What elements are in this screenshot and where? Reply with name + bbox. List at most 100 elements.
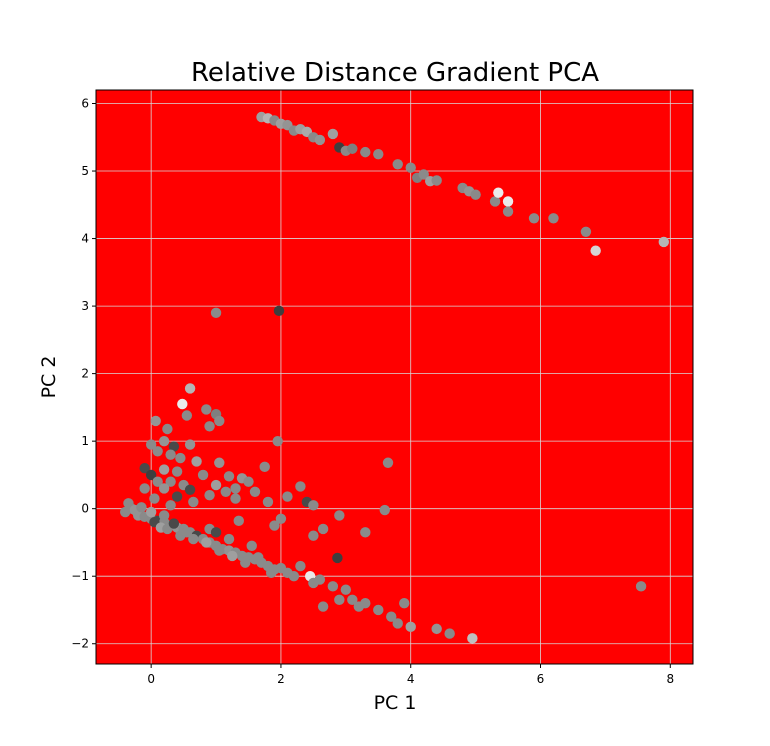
scatter-point [382, 457, 394, 468]
chart-title: Relative Distance Gradient PCA [191, 58, 599, 88]
y-tick-label: 0 [81, 502, 89, 516]
scatter-point [418, 169, 429, 180]
scatter-point [295, 560, 306, 572]
y-tick-label: 6 [81, 97, 89, 111]
x-tick-label: 2 [277, 672, 285, 686]
scatter-point [204, 489, 215, 501]
scatter-point [233, 515, 244, 527]
scatter-point [139, 462, 150, 474]
scatter-point [120, 506, 131, 518]
scatter-point [590, 245, 601, 256]
scatter-point [145, 506, 157, 518]
y-axis-label: PC 2 [38, 356, 60, 399]
scatter-point [347, 143, 358, 154]
scatter-point [184, 484, 196, 495]
scatter-point [139, 483, 150, 494]
scatter-point [223, 471, 235, 482]
scatter-point [405, 162, 416, 173]
scatter-point [332, 552, 343, 564]
scatter-point [308, 530, 319, 541]
scatter-point [188, 496, 199, 508]
scatter-point [489, 196, 501, 207]
scatter-point [201, 404, 212, 415]
plot-frame [95, 89, 694, 665]
scatter-point [272, 435, 283, 447]
scatter-point [181, 410, 193, 421]
scatter-point [175, 452, 186, 464]
scatter-point [184, 439, 196, 450]
scatter-point [266, 567, 277, 579]
scatter-point [360, 146, 371, 158]
scatter-point [295, 481, 306, 492]
scatter-point [269, 520, 280, 531]
scatter-point [249, 486, 261, 497]
y-tick-label: 5 [81, 164, 89, 178]
scatter-point [282, 491, 293, 502]
x-axis-ticks: 0 2 4 6 8 [147, 664, 674, 686]
scatter-point [327, 581, 339, 592]
scatter-point [373, 604, 384, 616]
scatter-point [162, 423, 173, 435]
scatter-point [314, 574, 326, 585]
scatter-point [334, 594, 345, 606]
x-tick-label: 4 [407, 672, 415, 686]
scatter-point [150, 415, 161, 427]
scatter-point [168, 441, 180, 452]
scatter-point [314, 134, 326, 146]
scatter-point [158, 483, 170, 494]
scatter-point [431, 175, 442, 186]
scatter-point [493, 187, 504, 198]
scatter-point [152, 476, 163, 487]
y-tick-label: 1 [81, 434, 89, 448]
scatter-point [399, 598, 410, 609]
scatter-point [152, 446, 163, 457]
scatter-point [243, 476, 254, 487]
scatter-point [201, 537, 212, 548]
scatter-point [273, 305, 285, 317]
scatter-point [210, 527, 222, 538]
y-tick-label: 3 [81, 299, 89, 313]
scatter-point [240, 557, 251, 568]
scatter-point [171, 466, 183, 477]
scatter-point [392, 618, 403, 629]
scatter-point [658, 236, 669, 248]
scatter-point [502, 196, 514, 207]
plot-background [96, 90, 693, 664]
scatter-point [204, 421, 215, 432]
scatter-point [317, 523, 329, 535]
scatter-point [210, 307, 222, 319]
scatter-point [262, 496, 274, 508]
scatter-point [246, 540, 257, 552]
scatter-point [353, 601, 365, 612]
scatter-point [165, 449, 176, 460]
scatter-point [214, 415, 225, 427]
scatter-point [181, 527, 193, 538]
scatter-point [580, 226, 592, 238]
scatter-point [275, 513, 287, 525]
y-axis-ticks: −2 −1 0 1 2 3 4 5 6 [71, 97, 96, 651]
scatter-point [259, 461, 270, 473]
scatter-point [165, 500, 176, 511]
scatter-point [220, 486, 231, 497]
scatter-point [158, 435, 170, 447]
scatter-point [253, 552, 264, 563]
scatter-point [177, 398, 188, 410]
scatter-point [168, 518, 180, 529]
grid-lines [96, 90, 693, 664]
scatter-point [392, 159, 403, 170]
scatter-point [431, 623, 442, 635]
scatter-point [158, 510, 170, 521]
scatter-point [308, 500, 319, 511]
y-tick-label: 4 [81, 232, 89, 246]
scatter-point [444, 628, 455, 639]
scatter-point [340, 584, 352, 595]
scatter-point [210, 479, 222, 491]
scatter-point [379, 504, 390, 516]
scatter-point [184, 383, 196, 394]
scatter-point [223, 533, 235, 545]
y-tick-label: 2 [81, 367, 89, 381]
scatter-point [347, 594, 358, 606]
scatter-point [214, 457, 225, 468]
scatter-point [386, 611, 397, 622]
